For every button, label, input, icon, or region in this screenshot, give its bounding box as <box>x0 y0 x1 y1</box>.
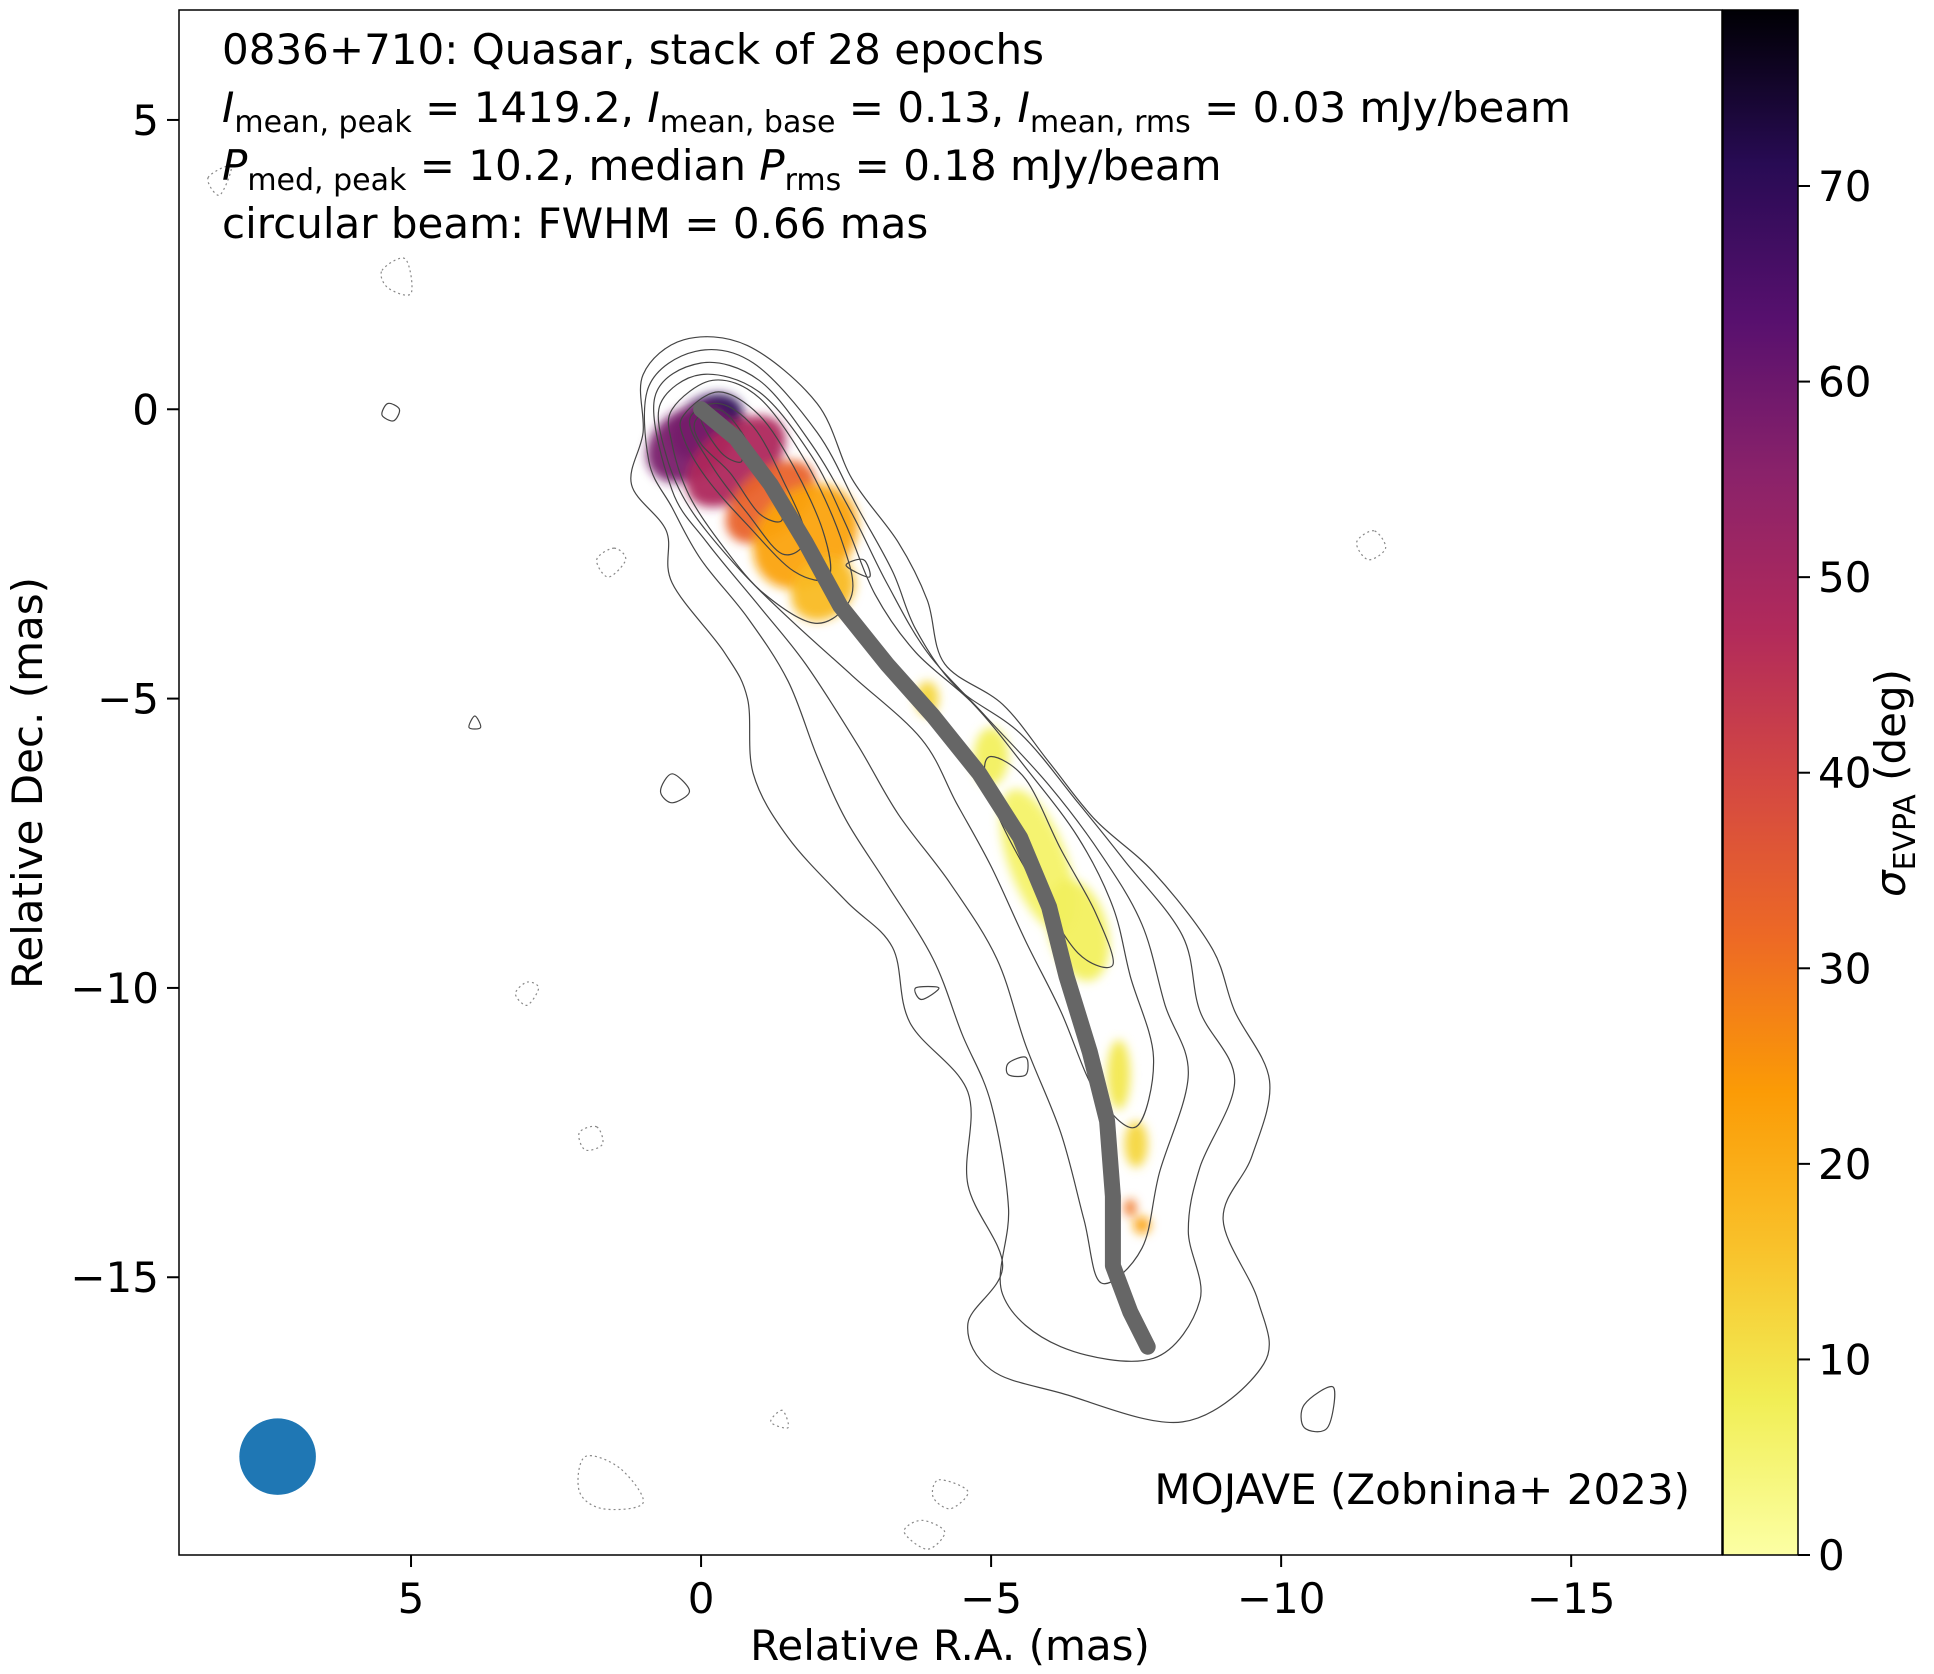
colorbar-tick-label: 10 <box>1818 1335 1871 1384</box>
colorbar-label-sym: σ <box>1866 869 1915 897</box>
contour-line <box>1300 1385 1336 1433</box>
x-tick-label: −5 <box>960 1574 1022 1623</box>
y-tick-label: 5 <box>132 96 159 145</box>
title-line-2-sym-3: I <box>1018 83 1030 132</box>
title-line-3-sub-1: med, peak <box>247 163 407 198</box>
negative-contour <box>596 547 627 578</box>
colorbar-label-sub: EVPA <box>1888 794 1923 871</box>
y-tick-label: −5 <box>97 675 159 724</box>
x-tick-label: −15 <box>1527 1574 1616 1623</box>
contour-line <box>657 373 1155 1129</box>
credit-label: MOJAVE (Zobnina+ 2023) <box>1154 1465 1690 1514</box>
beam-marker <box>239 1418 316 1495</box>
negative-contour <box>931 1479 969 1510</box>
ridge-layer <box>693 401 1156 1355</box>
negative-contour <box>577 1455 644 1511</box>
colorbar-label-rest: (deg) <box>1866 669 1915 794</box>
colorbar-ticks: 0 10 20 30 40 50 60 70 <box>1798 162 1871 1580</box>
colorbar-frame <box>1722 9 1799 1556</box>
title-line-2-sym-1: I <box>222 83 234 132</box>
x-tick-label: 5 <box>398 1574 425 1623</box>
contour-line <box>914 985 940 1001</box>
contour-line <box>630 336 1271 1424</box>
colorbar: 0 10 20 30 40 50 60 70 σEVPA (deg) <box>1722 9 1923 1580</box>
colorbar-tick-label: 20 <box>1818 1140 1871 1189</box>
negative-contour <box>514 981 540 1006</box>
colorbar-tick-label: 0 <box>1818 1531 1845 1580</box>
contour-line <box>653 361 1189 1285</box>
heatmap-region <box>1124 1199 1137 1217</box>
title-line-2-val-2: = 0.13, <box>835 83 1017 132</box>
contour-line <box>845 558 871 578</box>
title-line-3-sym-2: P <box>759 141 785 190</box>
y-axis: 5 0 −5 −10 −15 <box>70 96 179 1302</box>
title-line-4: circular beam: FWHM = 0.66 mas <box>222 199 928 248</box>
colorbar-tick-label: 60 <box>1818 358 1871 407</box>
contour-line <box>381 402 401 422</box>
title-line-2: Imean, peak = 1419.2, Imean, base = 0.13… <box>222 83 1571 140</box>
title-line-3-sub-2: rms <box>785 163 842 198</box>
contour-line <box>643 349 1236 1362</box>
title-line-1: 0836+710: Quasar, stack of 28 epochs <box>222 25 1044 74</box>
negative-contour <box>380 257 413 296</box>
contour-line <box>659 773 691 804</box>
title-line-2-val-3: = 0.03 mJy/beam <box>1191 83 1571 132</box>
title-block: 0836+710: Quasar, stack of 28 epochs Ime… <box>222 25 1571 248</box>
negative-contour <box>1355 530 1387 561</box>
colorbar-fill <box>1723 10 1798 1555</box>
colorbar-tick-label: 50 <box>1818 553 1871 602</box>
title-line-2-sym-2: I <box>647 83 659 132</box>
negative-contour <box>770 1409 790 1429</box>
title-line-2-val-1: = 1419.2, <box>412 83 648 132</box>
contour-line <box>468 715 482 730</box>
title-line-2-sub-2: mean, base <box>660 105 836 140</box>
y-tick-label: −10 <box>70 964 159 1013</box>
heatmap-region <box>1107 1040 1131 1110</box>
heatmap-region <box>1133 1216 1151 1234</box>
title-line-3: Pmed, peak = 10.2, median Prms = 0.18 mJ… <box>222 141 1222 198</box>
y-tick-label: 0 <box>132 385 159 434</box>
title-line-2-sub-3: mean, rms <box>1030 105 1191 140</box>
contour-line <box>1005 1056 1029 1078</box>
title-line-2-sub-1: mean, peak <box>234 105 412 140</box>
plot-area <box>178 9 1723 1556</box>
x-axis: 5 0 −5 −10 −15 <box>398 1555 1616 1623</box>
title-line-3-val-2: = 0.18 mJy/beam <box>841 141 1221 190</box>
ridge-line <box>693 401 1156 1355</box>
colorbar-tick-label: 30 <box>1818 944 1871 993</box>
plot-background <box>179 10 1722 1555</box>
title-line-3-sym-1: P <box>222 141 248 190</box>
title-line-3-val-1: = 10.2, median <box>406 141 759 190</box>
heatmap-region <box>1124 1121 1148 1168</box>
colorbar-tick-label: 40 <box>1818 749 1871 798</box>
y-tick-label: −15 <box>70 1253 159 1302</box>
negative-contour <box>903 1519 946 1550</box>
x-tick-label: −10 <box>1237 1574 1326 1623</box>
x-tick-label: 0 <box>688 1574 715 1623</box>
y-axis-label: Relative Dec. (mas) <box>3 577 52 989</box>
beam-layer <box>239 1418 316 1495</box>
colorbar-tick-label: 70 <box>1818 162 1871 211</box>
colorbar-label: σEVPA (deg) <box>1866 669 1923 897</box>
x-axis-label: Relative R.A. (mas) <box>750 1621 1150 1670</box>
plot-frame <box>178 9 1723 1556</box>
